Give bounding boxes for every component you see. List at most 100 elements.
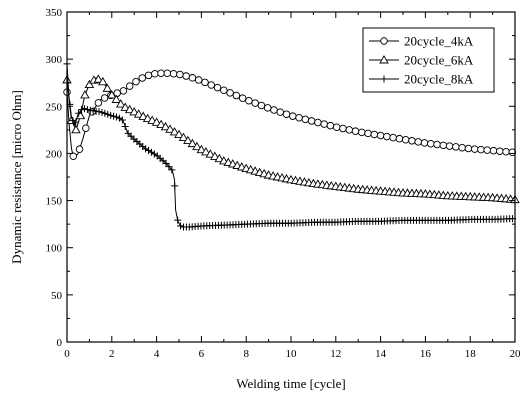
data-point	[345, 126, 353, 134]
data-point	[171, 182, 179, 190]
data-point	[119, 87, 128, 95]
data-point	[420, 139, 429, 147]
data-point	[214, 153, 225, 163]
data-point	[115, 99, 126, 108]
data-point	[483, 146, 491, 154]
legend-label: 20cycle_6kA	[404, 53, 474, 68]
data-point	[376, 131, 385, 140]
x-tick-label: 4	[154, 348, 160, 360]
data-point	[121, 123, 129, 131]
y-tick-label: 300	[46, 54, 63, 66]
data-point	[458, 143, 466, 152]
data-point	[408, 137, 416, 145]
data-point	[98, 108, 106, 116]
data-point	[314, 118, 322, 127]
data-point	[263, 104, 272, 112]
data-point	[145, 147, 153, 155]
data-point	[142, 145, 150, 153]
legend: 20cycle_4kA 20cycle_6kA 20cycle_8kA	[362, 27, 495, 93]
data-point	[94, 99, 103, 107]
data-point	[496, 147, 504, 155]
x-tick-label: 8	[243, 348, 249, 360]
data-point	[351, 127, 360, 135]
data-point	[332, 123, 341, 131]
data-point	[270, 106, 278, 114]
data-point	[178, 132, 189, 142]
x-tick-label: 12	[330, 348, 341, 360]
data-point	[93, 74, 104, 83]
data-point	[107, 111, 115, 119]
data-point	[414, 138, 422, 146]
data-point	[220, 86, 228, 95]
data-point	[196, 144, 207, 154]
legend-label: 20cycle_4kA	[404, 34, 474, 49]
data-point	[245, 96, 253, 105]
data-point	[427, 139, 435, 148]
data-point	[138, 74, 147, 82]
data-point	[102, 83, 113, 92]
data-point	[282, 110, 291, 118]
data-point	[320, 120, 328, 128]
data-point	[124, 129, 132, 137]
data-point	[162, 159, 170, 167]
legend-marker	[379, 55, 389, 64]
data-point	[138, 111, 148, 120]
data-point	[174, 129, 184, 139]
legend-label: 20cycle_8kA	[404, 72, 474, 87]
x-tick-label: 20	[510, 348, 520, 360]
y-tick-label: 150	[46, 196, 63, 208]
data-point	[439, 141, 448, 150]
data-point	[257, 101, 266, 110]
data-point	[124, 104, 135, 114]
data-point	[142, 113, 153, 122]
data-point	[111, 94, 122, 103]
data-point	[69, 152, 78, 161]
data-point	[75, 109, 83, 117]
data-point	[364, 129, 372, 138]
data-point	[156, 119, 166, 129]
data-point	[395, 134, 404, 143]
data-point	[82, 124, 90, 133]
data-point	[132, 77, 140, 86]
data-point	[194, 76, 203, 84]
x-tick-label: 16	[420, 348, 432, 360]
x-tick-label: 0	[64, 348, 70, 360]
data-point	[383, 132, 391, 141]
data-point	[72, 118, 80, 126]
legend-marker	[380, 75, 388, 83]
data-point	[110, 112, 118, 120]
data-point	[71, 124, 81, 134]
data-point	[133, 109, 144, 118]
data-point	[113, 113, 121, 121]
data-point	[125, 82, 134, 90]
data-point	[69, 117, 77, 125]
data-point	[205, 149, 216, 158]
data-point	[157, 69, 165, 78]
data-point	[210, 151, 220, 160]
y-tick-label: 50	[51, 290, 63, 302]
data-point	[163, 69, 172, 78]
y-tick-label: 250	[46, 101, 63, 113]
data-point	[276, 108, 284, 116]
data-point	[177, 222, 185, 230]
data-point	[201, 78, 209, 87]
data-point	[477, 145, 485, 154]
x-axis: 0 2 4 6 8 10 12 14 16 18 20	[64, 12, 520, 360]
data-point	[339, 124, 347, 133]
data-point	[295, 114, 303, 122]
data-point	[238, 94, 247, 102]
data-point	[183, 135, 193, 145]
data-point	[107, 90, 117, 99]
data-point	[433, 140, 441, 149]
data-point	[251, 99, 259, 107]
data-point	[147, 148, 155, 156]
data-point	[301, 115, 310, 124]
x-tick-label: 6	[199, 348, 205, 360]
data-point	[104, 110, 112, 118]
x-tick-label: 10	[286, 348, 298, 360]
y-axis: 0 50 100 150 200 250 300 350	[46, 7, 515, 349]
data-point	[165, 124, 175, 133]
data-point	[80, 90, 90, 99]
data-point	[98, 76, 108, 86]
y-tick-label: 200	[46, 148, 63, 160]
